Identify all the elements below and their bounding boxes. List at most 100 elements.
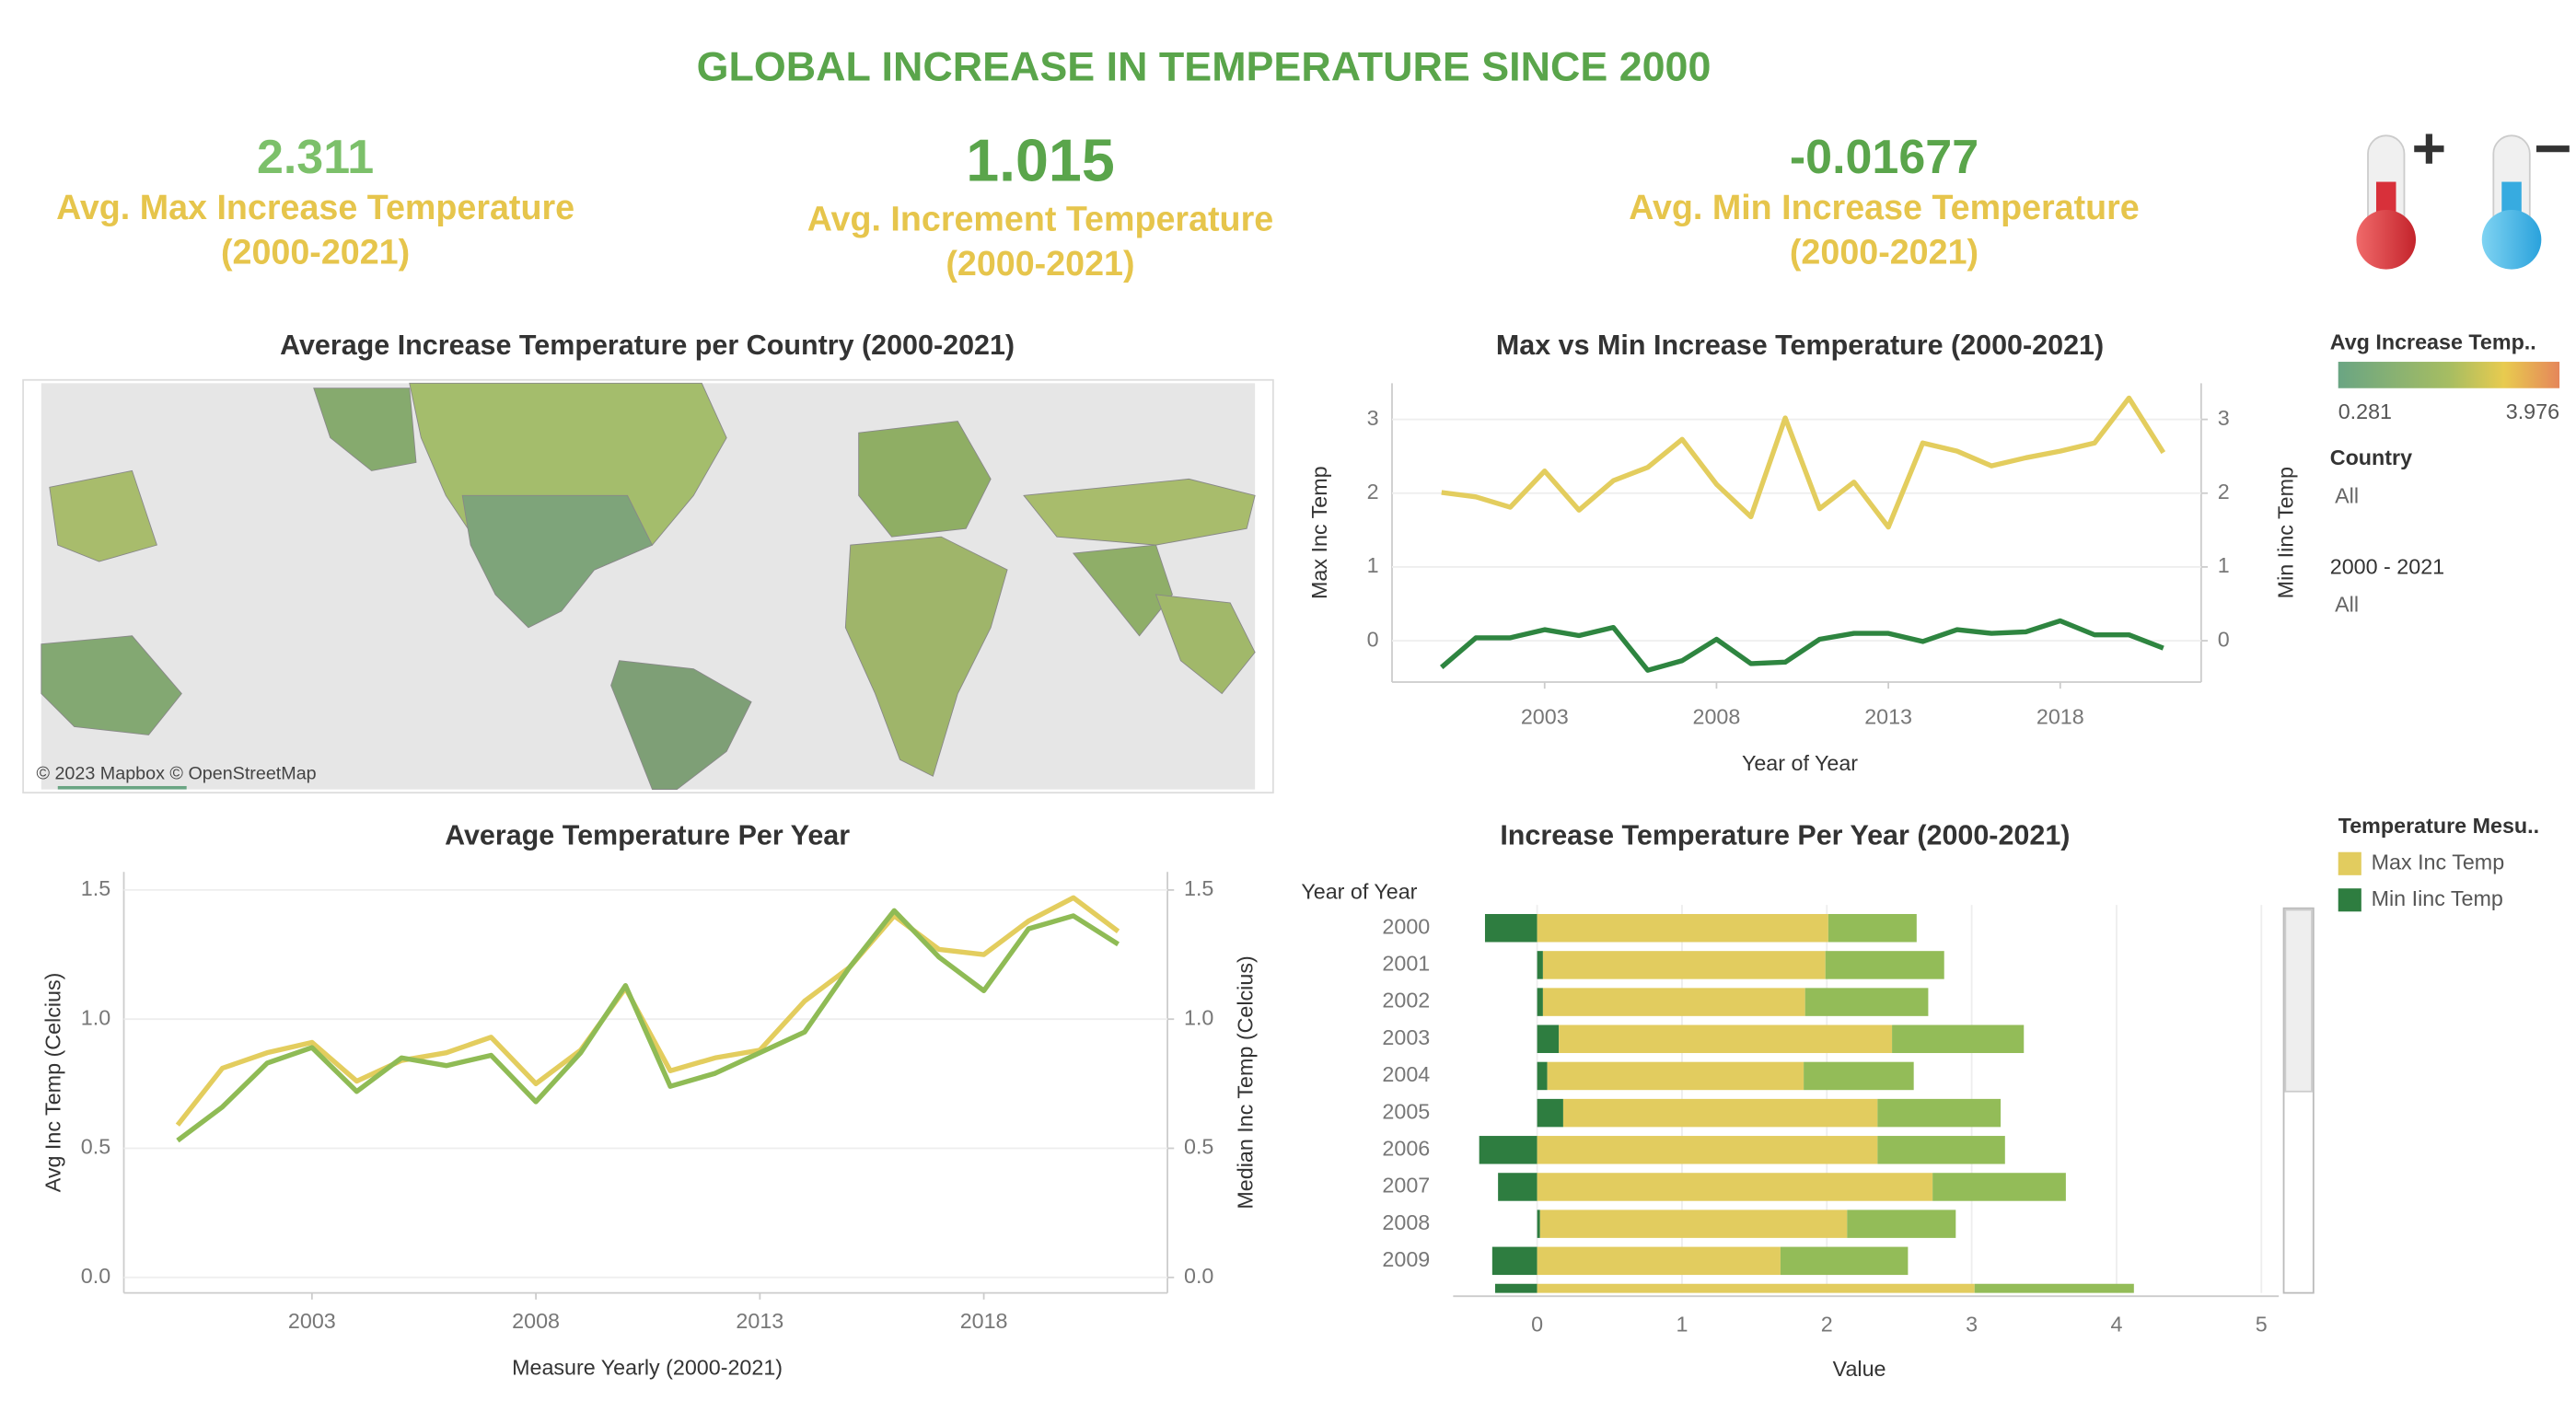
- bar: [1537, 913, 1828, 943]
- bar: [1562, 1098, 1878, 1128]
- y2-axis-label: Min Iinc Temp: [2273, 467, 2297, 598]
- thermometer-hot-icon: [2356, 133, 2444, 270]
- x-tick-label: 2003: [1521, 705, 1569, 729]
- legend-title: Temperature Mesu..: [2338, 814, 2539, 838]
- x-tick-label: 2: [1821, 1313, 1833, 1337]
- bar: [1484, 913, 1537, 943]
- bar: [1491, 1246, 1537, 1276]
- map: [22, 378, 1274, 794]
- x-tick-label: 2008: [512, 1309, 560, 1333]
- y2-axis-label: Median Inc Temp (Celcius): [1233, 955, 1257, 1209]
- y-tick-label: 2009: [1382, 1247, 1430, 1271]
- kpi-period: (2000-2021): [946, 244, 1134, 283]
- bar: [1537, 988, 1543, 1016]
- bar: [1537, 1098, 1563, 1128]
- y-tick-label: 2002: [1382, 989, 1430, 1013]
- x-tick-label: 3: [1966, 1313, 1978, 1337]
- y-axis-label: Max Inc Temp: [1307, 466, 1331, 599]
- x-tick-label: 2018: [2036, 705, 2084, 729]
- y2-tick-label: 3: [2218, 406, 2230, 430]
- bar: [1804, 988, 1929, 1016]
- bar: [1479, 1136, 1537, 1164]
- legend-swatch: [2338, 888, 2361, 912]
- y-tick-label: 1.0: [81, 1005, 110, 1029]
- y-axis-header: Year of Year: [1301, 880, 1417, 904]
- x-axis-label: Year of Year: [1742, 751, 1858, 775]
- y-tick-label: 2008: [1382, 1210, 1430, 1234]
- bar: [1537, 1061, 1548, 1091]
- kpi-value: 2.311: [257, 131, 374, 184]
- bar: [1537, 1136, 1878, 1164]
- filter-value[interactable]: All: [2335, 483, 2359, 507]
- x-tick-label: 2013: [736, 1309, 783, 1333]
- bar: [1877, 1098, 2002, 1128]
- y-tick-label: 2000: [1382, 914, 1430, 938]
- bar: [1559, 1024, 1893, 1054]
- bar: [1804, 1061, 1914, 1091]
- legend-label: Max Inc Temp: [2372, 850, 2505, 874]
- map-attribution: © 2023 Mapbox © OpenStreetMap: [36, 764, 316, 784]
- bar: [1537, 1024, 1560, 1054]
- bar: [1537, 951, 1543, 979]
- data-line: [176, 908, 1120, 1143]
- y-tick-label: 2006: [1382, 1136, 1430, 1160]
- data-line: [1441, 395, 2166, 530]
- x-tick-label: 2003: [288, 1309, 336, 1333]
- dashboard-title: GLOBAL INCREASE IN TEMPERATURE SINCE 200…: [697, 42, 1712, 89]
- color-scale-max: 3.976: [2506, 399, 2559, 423]
- y-tick-label: 2007: [1382, 1174, 1430, 1198]
- data-line: [175, 895, 1120, 1127]
- bar: [1974, 1283, 2134, 1293]
- bar: [1498, 1173, 1537, 1201]
- x-tick-label: 4: [2110, 1313, 2122, 1337]
- y-tick-label: 2004: [1382, 1062, 1430, 1086]
- chart-title: Max vs Min Increase Temperature (2000-20…: [1496, 330, 2104, 361]
- color-scale: [2338, 362, 2560, 388]
- y2-tick-label: 0: [2218, 627, 2230, 651]
- thermometer-cold-icon: [2481, 134, 2570, 270]
- bar-group: [1479, 913, 2134, 1293]
- bar: [1547, 1061, 1804, 1091]
- y2-tick-label: 2: [2218, 480, 2230, 503]
- y2-tick-label: 0.0: [1184, 1264, 1213, 1288]
- x-tick-label: 1: [1676, 1313, 1688, 1337]
- y-tick-label: 1: [1367, 553, 1379, 577]
- kpi-label: Avg. Max Increase Temperature: [56, 188, 574, 226]
- bar: [1537, 1246, 1781, 1276]
- y-tick-label: 2: [1367, 480, 1379, 503]
- x-tick-label: 5: [2256, 1313, 2268, 1337]
- x-axis-label: Measure Yearly (2000-2021): [512, 1355, 783, 1379]
- bar: [1542, 951, 1826, 979]
- filter-label: 2000 - 2021: [2330, 554, 2444, 578]
- legend-swatch: [2338, 851, 2361, 875]
- chart-title: Increase Temperature Per Year (2000-2021…: [1500, 820, 2070, 851]
- map-title: Average Increase Temperature per Country…: [280, 330, 1015, 361]
- y-tick-label: 1.5: [81, 876, 110, 900]
- y-tick-label: 2005: [1382, 1099, 1430, 1123]
- y-tick-label: 2003: [1382, 1025, 1430, 1049]
- bar: [1539, 1209, 1848, 1238]
- bar: [1537, 1209, 1540, 1238]
- bar: [1542, 988, 1805, 1016]
- y-tick-label: 2001: [1382, 952, 1430, 976]
- legend-title: Avg Increase Temp..: [2330, 330, 2536, 353]
- bar: [1780, 1246, 1909, 1276]
- filter-label: Country: [2330, 446, 2412, 469]
- bar: [1847, 1209, 1956, 1238]
- x-tick-label: 2008: [1693, 705, 1741, 729]
- kpi-value: -0.01677: [1790, 131, 1978, 184]
- kpi-label: Avg. Increment Temperature: [807, 200, 1273, 238]
- bar: [1537, 1283, 1975, 1293]
- color-scale-min: 0.281: [2338, 399, 2392, 423]
- legend-label: Min Iinc Temp: [2372, 886, 2503, 910]
- filter-value[interactable]: All: [2335, 593, 2359, 617]
- bar: [1537, 1173, 1933, 1201]
- bar: [1932, 1173, 2066, 1201]
- y2-tick-label: 1: [2218, 553, 2230, 577]
- y-tick-label: 0.0: [81, 1264, 110, 1288]
- bar: [1494, 1283, 1537, 1293]
- y-tick-label: 0: [1367, 627, 1379, 651]
- y2-tick-label: 0.5: [1184, 1135, 1213, 1159]
- scrollbar[interactable]: [2282, 907, 2315, 1294]
